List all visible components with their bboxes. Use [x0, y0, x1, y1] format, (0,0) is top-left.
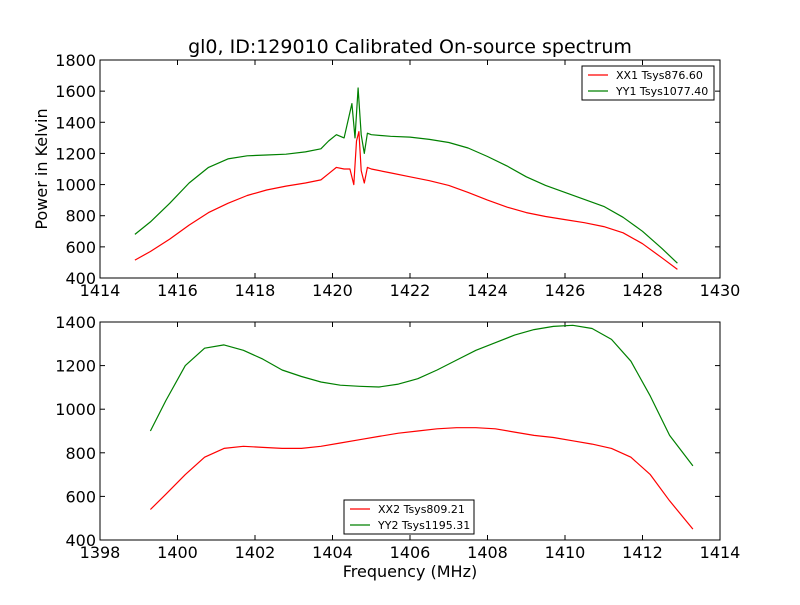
x-tick-label: 1426	[545, 281, 586, 300]
x-tick-label: 1418	[235, 281, 276, 300]
x-tick-label: 1400	[157, 543, 198, 562]
y-tick-label: 1800	[55, 51, 96, 70]
y-tick-label: 1600	[55, 82, 96, 101]
x-tick-label: 1428	[622, 281, 663, 300]
x-tick-label: 1410	[545, 543, 586, 562]
x-tick-label: 1402	[235, 543, 276, 562]
series-line-xx1	[134, 131, 678, 270]
y-axis-label: Power in Kelvin	[32, 108, 51, 229]
legend-label: YY2 Tsys1195.31	[377, 519, 470, 532]
legend-box	[343, 499, 475, 535]
y-tick-label: 1000	[55, 176, 96, 195]
legend-label: XX1 Tsys876.60	[616, 69, 703, 82]
x-tick-label: 1422	[390, 281, 431, 300]
x-tick-label: 1414	[80, 281, 121, 300]
chart-title: gl0, ID:129010 Calibrated On-source spec…	[188, 36, 632, 58]
x-tick-label: 1406	[390, 543, 431, 562]
legend: XX1 Tsys876.60 YY1 Tsys1077.40	[581, 65, 715, 101]
y-tick-label: 1000	[55, 400, 96, 419]
y-tick-label: 600	[65, 238, 96, 257]
y-tick-label: 400	[65, 269, 96, 288]
x-tick-label: 1430	[700, 281, 741, 300]
series-line-yy2	[149, 324, 694, 467]
x-tick-label: 1398	[80, 543, 121, 562]
y-tick-label: 1400	[55, 113, 96, 132]
x-tick-label: 1420	[312, 281, 353, 300]
legend-label: XX2 Tsys809.21	[378, 503, 465, 516]
legend-label: YY1 Tsys1077.40	[615, 85, 708, 98]
x-tick-label: 1412	[622, 543, 663, 562]
y-tick-label: 1200	[55, 357, 96, 376]
chart-panel-1: gl0, ID:129010 Calibrated On-source spec…	[32, 36, 740, 300]
legend-box	[581, 65, 715, 101]
y-tick-label: 1200	[55, 144, 96, 163]
x-tick-label: 1414	[700, 543, 741, 562]
series-line-xx2	[149, 427, 694, 530]
chart-panel-2: 1398 1400 1402 1404 1406 1408 1410 1412 1414 400 6…	[55, 313, 740, 581]
y-tick-label: 400	[65, 531, 96, 550]
x-tick-label: 1416	[157, 281, 198, 300]
y-tick-label: 800	[65, 444, 96, 463]
series-line-yy1	[134, 87, 678, 264]
x-tick-label: 1424	[467, 281, 508, 300]
x-axis-label: Frequency (MHz)	[343, 562, 477, 581]
y-tick-label: 800	[65, 207, 96, 226]
y-tick-label: 1400	[55, 313, 96, 332]
legend: XX2 Tsys809.21 YY2 Tsys1195.31	[343, 499, 475, 535]
y-tick-label: 600	[65, 487, 96, 506]
x-tick-label: 1404	[312, 543, 353, 562]
x-tick-label: 1408	[467, 543, 508, 562]
